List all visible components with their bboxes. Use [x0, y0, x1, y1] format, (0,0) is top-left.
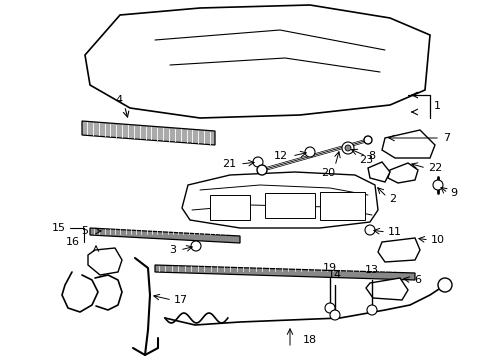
Text: 17: 17 — [174, 295, 188, 305]
Circle shape — [325, 303, 334, 313]
Text: 8: 8 — [367, 151, 374, 161]
Text: 7: 7 — [442, 133, 449, 143]
Text: 21: 21 — [222, 159, 236, 169]
Polygon shape — [319, 192, 364, 220]
Circle shape — [364, 225, 374, 235]
Text: 18: 18 — [303, 335, 316, 345]
Text: 15: 15 — [52, 223, 66, 233]
Polygon shape — [85, 5, 429, 118]
Text: 23: 23 — [358, 155, 372, 165]
Text: 13: 13 — [364, 265, 378, 275]
Text: 4: 4 — [116, 95, 122, 105]
Polygon shape — [381, 130, 434, 158]
Text: 2: 2 — [388, 194, 395, 204]
Polygon shape — [377, 238, 419, 262]
Circle shape — [341, 142, 353, 154]
Polygon shape — [155, 265, 414, 280]
Polygon shape — [182, 172, 377, 228]
Polygon shape — [88, 248, 122, 275]
Text: 1: 1 — [433, 101, 440, 111]
Text: 14: 14 — [327, 270, 342, 280]
Circle shape — [432, 180, 442, 190]
Text: 5: 5 — [81, 226, 88, 236]
Text: 3: 3 — [169, 245, 176, 255]
Polygon shape — [367, 162, 389, 182]
Polygon shape — [82, 121, 215, 145]
Text: 11: 11 — [387, 227, 401, 237]
Text: 20: 20 — [320, 168, 334, 178]
Circle shape — [257, 165, 266, 175]
Text: 22: 22 — [427, 163, 441, 173]
Text: 16: 16 — [66, 237, 80, 247]
Circle shape — [329, 310, 339, 320]
Text: 6: 6 — [413, 275, 420, 285]
Polygon shape — [264, 193, 314, 218]
Text: 10: 10 — [430, 235, 444, 245]
Circle shape — [305, 147, 314, 157]
Circle shape — [437, 278, 451, 292]
Text: 9: 9 — [449, 188, 456, 198]
Polygon shape — [209, 195, 249, 220]
Polygon shape — [90, 228, 240, 243]
Polygon shape — [387, 163, 417, 183]
Text: 12: 12 — [273, 151, 287, 161]
Circle shape — [191, 241, 201, 251]
Circle shape — [252, 157, 263, 167]
Circle shape — [366, 305, 376, 315]
Circle shape — [345, 145, 350, 151]
Polygon shape — [365, 278, 407, 300]
Text: 19: 19 — [322, 263, 336, 273]
Circle shape — [363, 136, 371, 144]
